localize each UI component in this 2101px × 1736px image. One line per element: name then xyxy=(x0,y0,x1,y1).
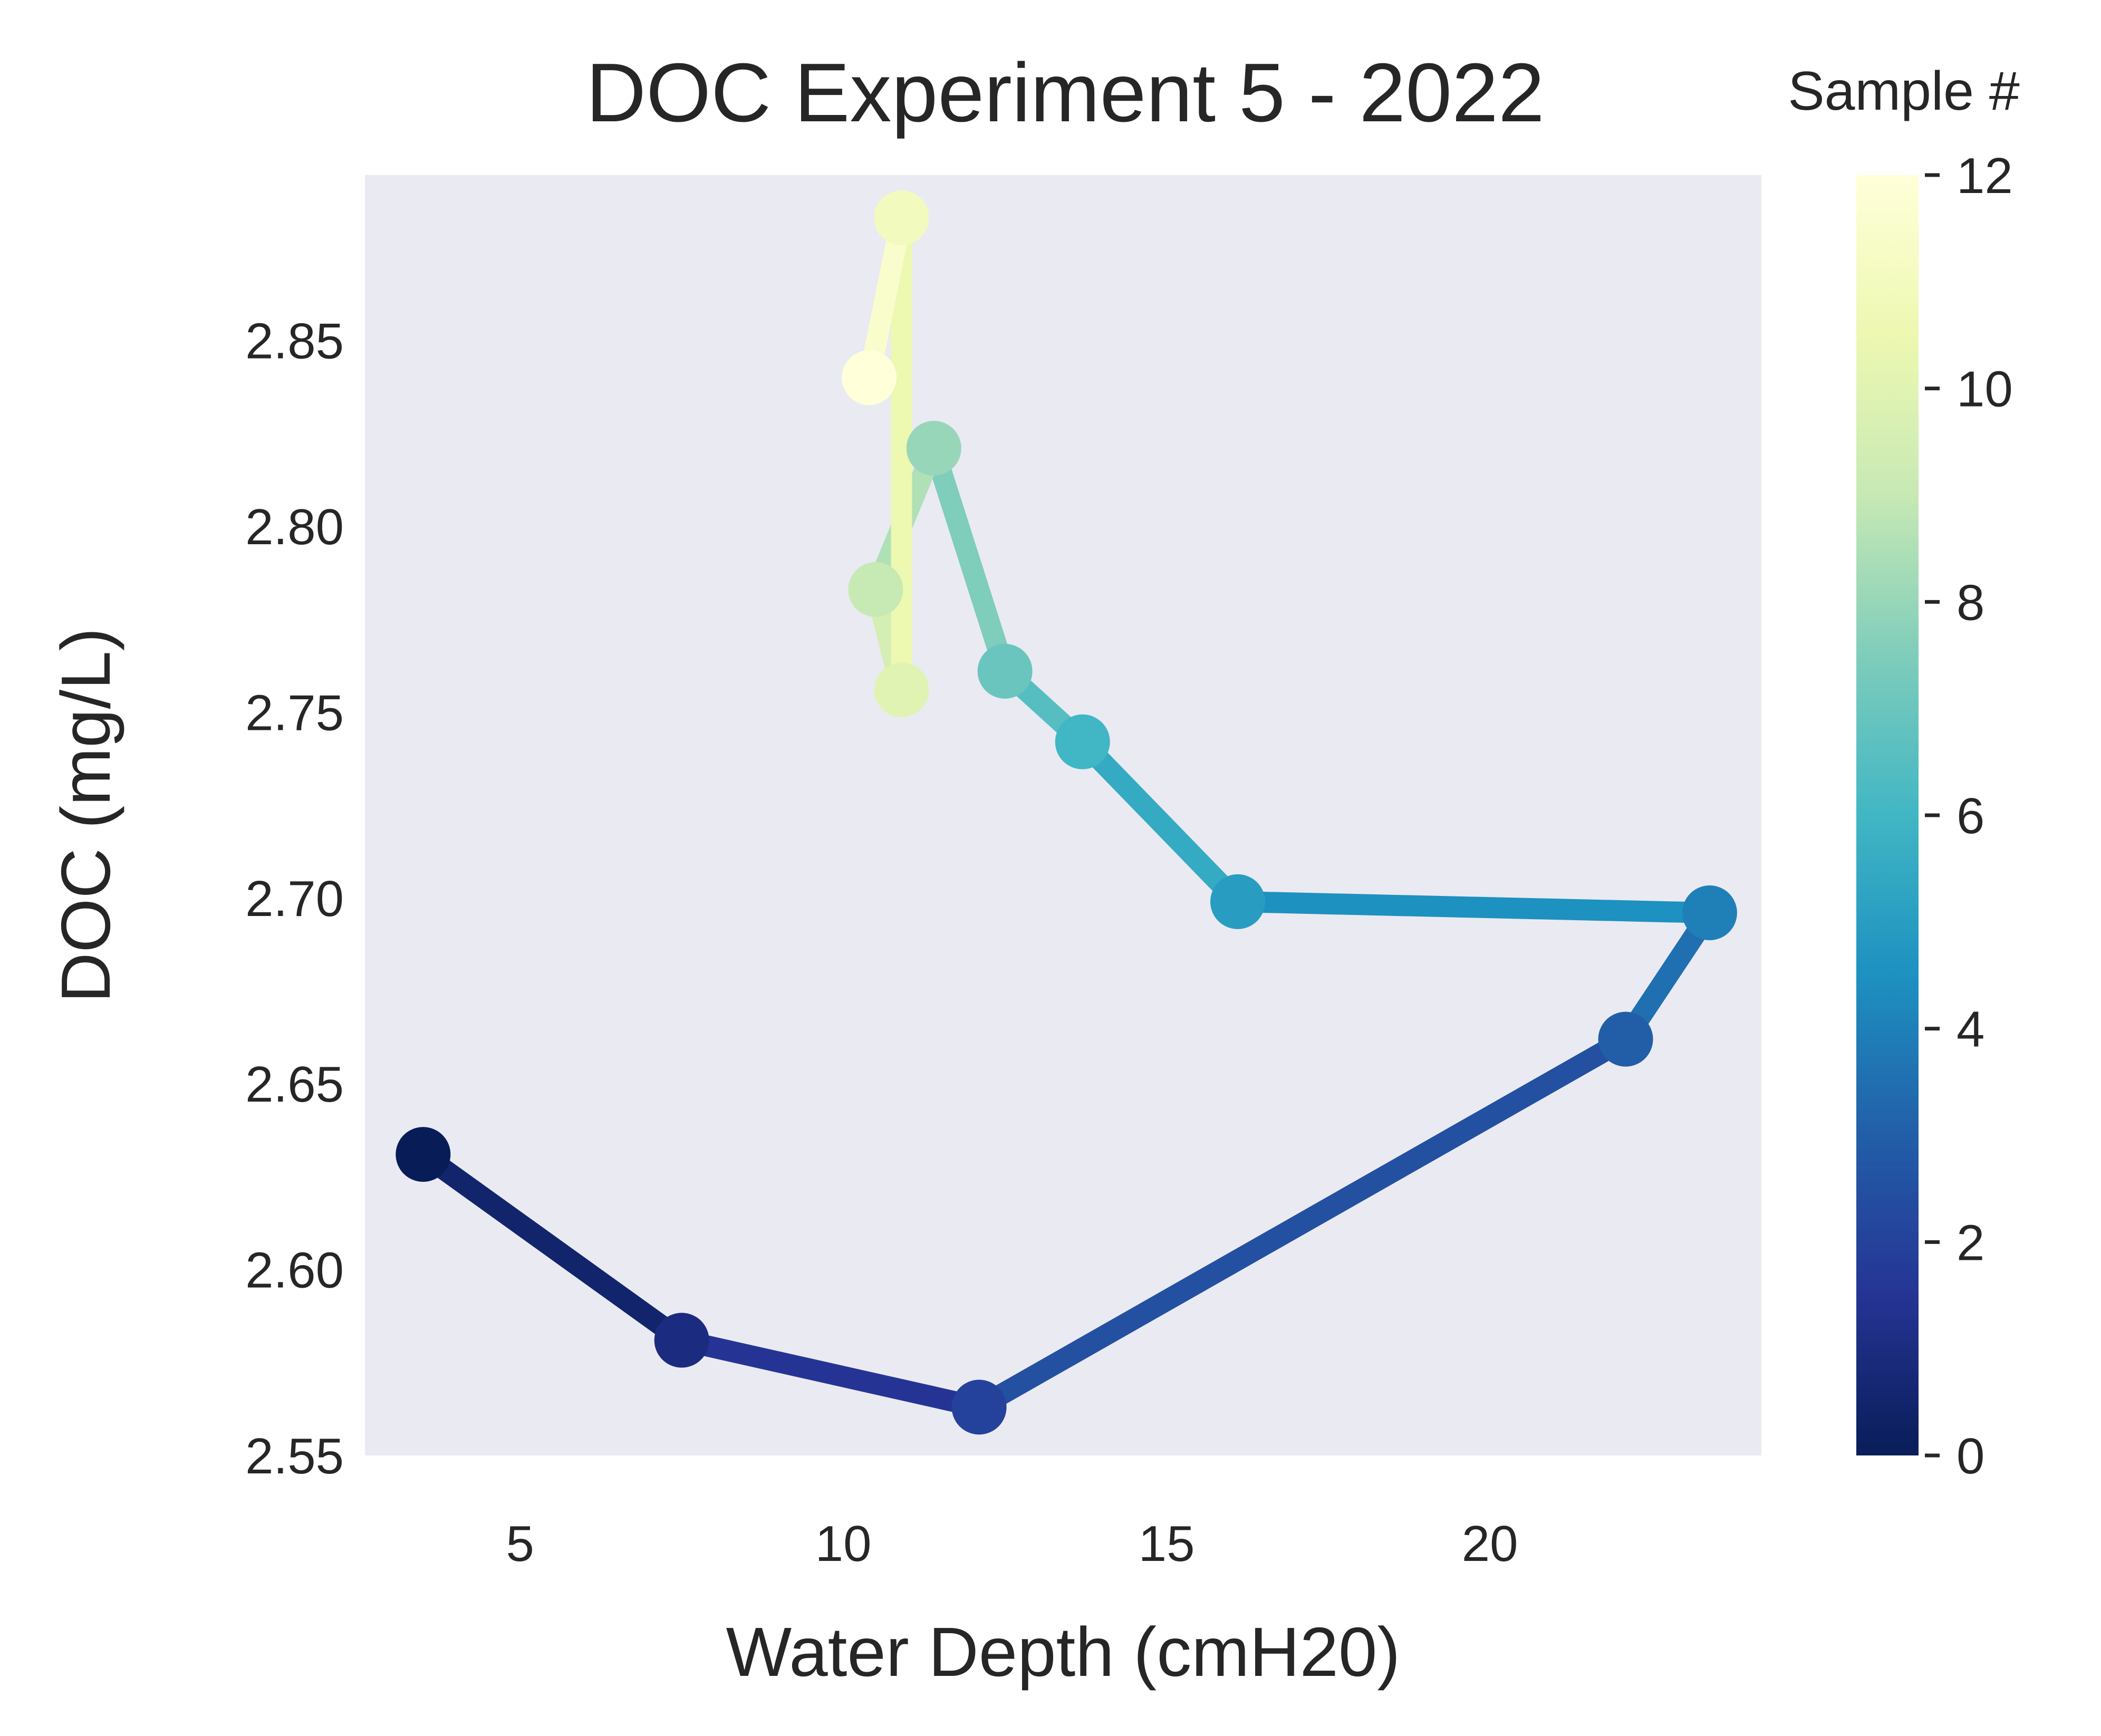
x-tick-label: 20 xyxy=(1462,1516,1518,1572)
data-point xyxy=(874,190,929,246)
x-axis-label: Water Depth (cmH20) xyxy=(726,1613,1401,1691)
y-tick-label: 2.60 xyxy=(245,1242,344,1299)
data-point xyxy=(1055,714,1110,769)
colorbar-tick-label: 6 xyxy=(1957,788,1984,844)
y-tick-label: 2.80 xyxy=(245,499,344,555)
y-tick-label: 2.65 xyxy=(245,1056,344,1113)
data-point xyxy=(848,562,903,617)
colorbar-tick-label: 10 xyxy=(1957,361,2013,418)
y-tick-label: 2.75 xyxy=(245,684,344,741)
y-axis-label: DOC (mg/L) xyxy=(47,628,124,1002)
line-segment xyxy=(1237,891,1710,924)
y-axis-ticks: 2.55 2.60 2.65 2.70 2.75 2.80 2.85 xyxy=(245,313,344,1484)
x-tick-label: 10 xyxy=(815,1516,872,1572)
colorbar-tick-label: 2 xyxy=(1957,1214,1984,1271)
data-points xyxy=(396,190,1737,1435)
line-segment xyxy=(417,1145,688,1349)
y-tick-label: 2.55 xyxy=(245,1428,344,1484)
data-point xyxy=(951,1380,1007,1435)
colorbar-tick-label: 8 xyxy=(1957,574,1984,631)
line-segment xyxy=(974,1030,1631,1416)
data-point xyxy=(874,662,929,718)
line-segment xyxy=(679,1330,982,1417)
chart-title: DOC Experiment 5 - 2022 xyxy=(586,46,1545,139)
x-tick-label: 5 xyxy=(506,1516,534,1572)
data-point xyxy=(396,1127,451,1182)
y-tick-label: 2.85 xyxy=(245,313,344,370)
line-segment xyxy=(1075,734,1246,909)
colorbar-tick-label: 0 xyxy=(1957,1428,1984,1484)
colorbar-tick-label: 4 xyxy=(1957,1001,1984,1058)
colorbar-title: Sample # xyxy=(1788,61,2020,122)
x-tick-label: 15 xyxy=(1139,1516,1195,1572)
y-tick-label: 2.70 xyxy=(245,871,344,927)
data-point xyxy=(977,643,1033,699)
data-point xyxy=(906,421,961,476)
data-point xyxy=(842,350,897,406)
colorbar xyxy=(1856,175,1919,1455)
data-point xyxy=(1682,885,1737,941)
data-point xyxy=(654,1313,709,1368)
data-point xyxy=(1598,1011,1653,1067)
data-point xyxy=(1210,874,1265,929)
colorbar-ticks: 0 2 4 6 8 10 12 xyxy=(1925,148,2013,1484)
x-axis-ticks: 5 10 15 20 xyxy=(506,1516,1518,1572)
plot-area xyxy=(365,175,1761,1455)
colorbar-tick-label: 12 xyxy=(1957,148,2013,204)
line-segment xyxy=(923,445,1015,674)
